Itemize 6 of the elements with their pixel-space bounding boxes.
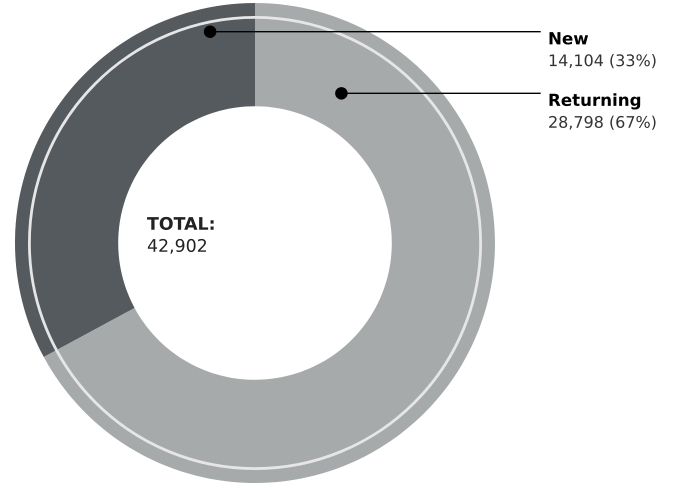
data-label: 28,798 (67%) — [549, 116, 656, 130]
text: TOTAL: — [147, 216, 214, 230]
slice-label: Returning — [550, 93, 640, 110]
slice-label: New — [550, 32, 588, 45]
text: 42,902 — [148, 238, 206, 254]
data-label: 14,104 (33%) — [550, 54, 656, 68]
